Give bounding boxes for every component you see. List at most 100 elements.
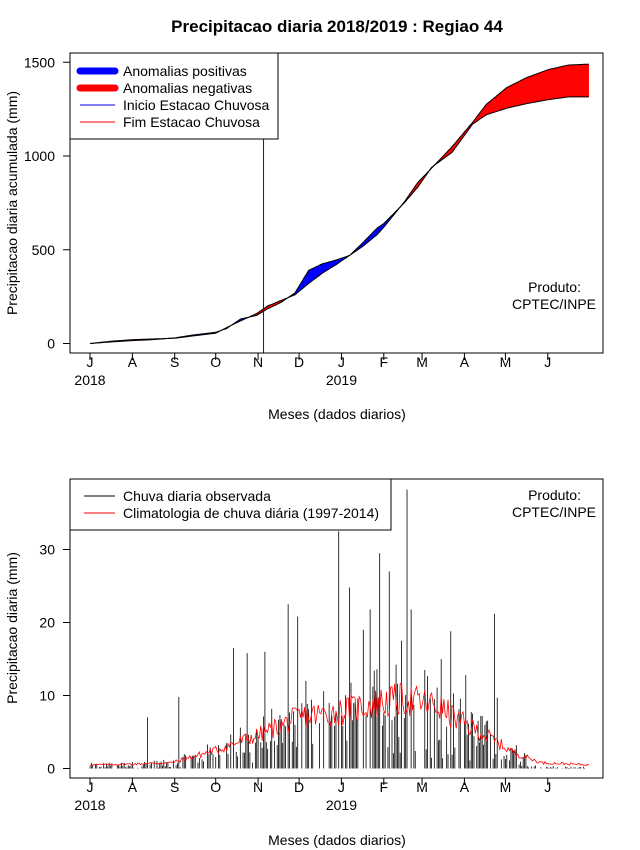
positive-anomaly-segment	[323, 262, 326, 273]
positive-anomaly-segment	[315, 266, 318, 279]
x-tick-label: N	[253, 354, 263, 370]
negative-anomaly-segment	[584, 64, 587, 98]
negative-anomaly-segment	[551, 68, 554, 100]
legend-label-observed: Chuva diaria observada	[123, 488, 271, 504]
negative-anomaly-segment	[581, 64, 584, 98]
negative-anomaly-segment	[565, 65, 568, 98]
x-tick-label: J	[338, 354, 345, 370]
climatology-cumulative-line	[89, 63, 589, 344]
x-tick-label: A	[128, 354, 138, 370]
y-tick-label: 20	[39, 615, 55, 631]
negative-anomaly-segment	[535, 73, 538, 103]
negative-anomaly-segment	[554, 67, 557, 100]
negative-anomaly-segment	[531, 74, 533, 103]
negative-anomaly-segment	[525, 76, 528, 105]
negative-anomaly-segment	[574, 64, 577, 98]
negative-anomaly-segment	[577, 64, 580, 98]
positive-anomaly-segment	[319, 264, 322, 276]
negative-anomaly-segment	[517, 81, 520, 106]
y-tick-label: 500	[32, 242, 56, 258]
legend-label-positive: Anomalias positivas	[123, 63, 247, 79]
negative-anomaly-segment	[561, 66, 564, 99]
legend-top: Anomalias positivas Anomalias negativas …	[69, 52, 279, 140]
negative-anomaly-segment	[513, 83, 516, 107]
negative-anomaly-segment	[491, 98, 494, 114]
y-axis-label-top: Precipitacao diaria acumulada (mm)	[4, 91, 20, 315]
x-tick-label: F	[380, 779, 389, 795]
negative-anomaly-segment	[553, 67, 555, 100]
product-label-top: Produto:	[528, 279, 581, 295]
negative-anomaly-segment	[583, 64, 585, 98]
negative-anomaly-segment	[538, 72, 540, 102]
negative-anomaly-segment	[569, 64, 572, 98]
x-tick-label: O	[210, 779, 221, 795]
negative-anomaly-segment	[502, 89, 505, 110]
negative-anomaly-segment	[533, 73, 536, 103]
negative-anomaly-segment	[494, 96, 497, 113]
x-tick-label: S	[170, 354, 179, 370]
positive-anomaly-segment	[309, 268, 312, 283]
negative-anomaly-segment	[510, 84, 513, 108]
negative-anomaly-segment	[518, 80, 521, 106]
negative-anomaly-segment	[568, 64, 570, 98]
x-tick-label: A	[460, 779, 470, 795]
x-tick-label: J	[338, 779, 345, 795]
y-axis-label-bottom: Precipitacao diaria (mm)	[4, 552, 20, 704]
negative-anomaly-segment	[522, 78, 525, 105]
x-tick-label: J	[87, 779, 94, 795]
x-tick-label: M	[500, 779, 512, 795]
legend-bottom: Chuva diaria observada Climatologia de c…	[69, 478, 392, 531]
year-label: 2018	[74, 372, 105, 388]
x-tick-label: A	[460, 354, 470, 370]
legend-label-climatology: Climatologia de chuva diária (1997-2014)	[123, 505, 379, 521]
climatology-daily-line	[89, 682, 590, 767]
daily-bars-group	[89, 489, 586, 769]
negative-anomaly-segment	[509, 85, 512, 108]
negative-anomaly-segment	[501, 90, 503, 111]
negative-anomaly-segment	[497, 93, 499, 112]
negative-anomaly-segment	[488, 100, 491, 115]
negative-anomaly-segment	[486, 102, 488, 116]
negative-anomaly-segment	[520, 79, 523, 106]
x-axis-label-bottom: Meses (dados diarios)	[268, 832, 406, 848]
x-tick-label: M	[500, 354, 512, 370]
negative-anomaly-segment	[580, 64, 583, 98]
negative-anomaly-segment	[539, 71, 542, 102]
x-axis-label-top: Meses (dados diarios)	[268, 406, 406, 422]
negative-anomaly-segment	[576, 64, 579, 98]
legend-label-end: Fim Estacao Chuvosa	[123, 114, 260, 130]
negative-anomaly-segment	[540, 71, 543, 102]
y-axis-top: 0 500 1000 1500	[24, 54, 70, 352]
negative-anomaly-segment	[550, 68, 553, 100]
y-tick-label: 0	[47, 761, 55, 777]
negative-anomaly-segment	[536, 72, 539, 102]
positive-anomaly-segment	[322, 263, 324, 274]
x-tick-label: M	[416, 779, 428, 795]
positive-anomaly-segment	[308, 269, 311, 284]
chart-title: Precipitacao diaria 2018/2019 : Regiao 4…	[171, 17, 503, 36]
x-tick-label: D	[294, 354, 304, 370]
negative-anomaly-segment	[507, 85, 510, 109]
negative-anomaly-segment	[514, 82, 517, 107]
x-axis-bottom: J A S O N D J F M A M J 2018 2019	[74, 778, 551, 813]
negative-anomaly-segment	[563, 65, 566, 98]
negative-anomaly-segment	[570, 64, 573, 98]
x-tick-label: M	[416, 354, 428, 370]
positive-anomaly-segment	[311, 268, 313, 282]
negative-anomaly-segment	[573, 64, 576, 98]
negative-anomaly-segment	[505, 87, 507, 109]
negative-anomaly-segment	[585, 63, 588, 98]
negative-anomaly-segment	[587, 63, 589, 98]
y-axis-bottom: 0 10 20 30	[39, 542, 70, 777]
product-source-bottom: CPTEC/INPE	[512, 504, 596, 520]
y-tick-label: 10	[39, 688, 55, 704]
x-tick-label: S	[170, 779, 179, 795]
legend-box	[69, 478, 392, 531]
negative-anomaly-segment	[572, 64, 574, 98]
negative-anomaly-segment	[546, 69, 548, 101]
negative-anomaly-segment	[527, 76, 529, 104]
climatology-line-group	[89, 682, 590, 767]
negative-anomaly-segment	[544, 69, 547, 101]
negative-anomaly-segment	[516, 81, 518, 107]
x-tick-label: O	[210, 354, 221, 370]
